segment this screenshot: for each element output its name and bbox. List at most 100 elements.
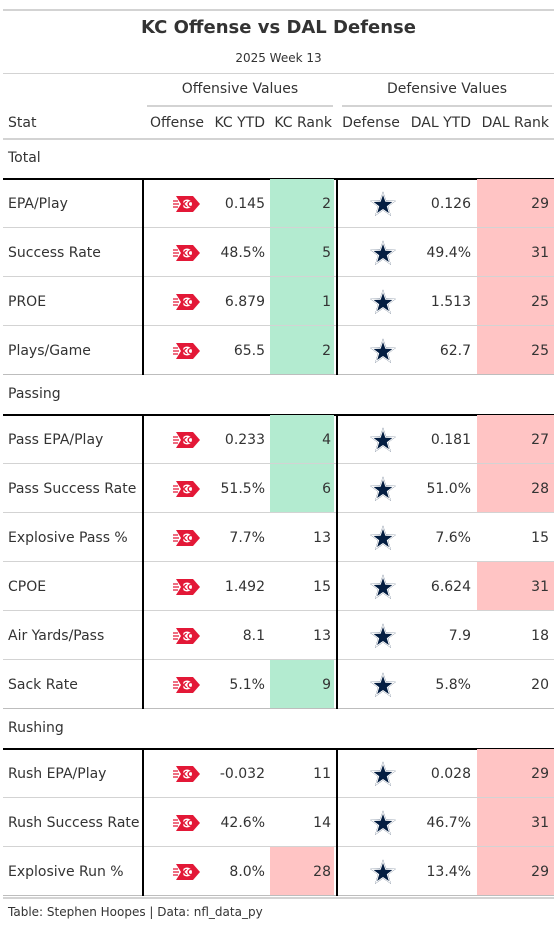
svg-text:KC: KC [181, 249, 193, 258]
chiefs-logo-icon: KC [173, 195, 200, 212]
group-label: Total [8, 150, 41, 166]
offense-block-rule [142, 414, 144, 709]
kc-ytd-value: 65.5 [233, 342, 265, 359]
kc-rank-fill [270, 464, 334, 513]
chiefs-logo-icon: KC [173, 431, 200, 448]
kc-rank-fill [270, 415, 334, 464]
row-divider [3, 512, 554, 513]
source-caption: Table: Stephen Hoopes | Data: nfl_data_p… [8, 905, 263, 919]
dal-ytd-value: 0.126 [430, 195, 471, 212]
kc-ytd-value: 8.1 [242, 627, 265, 644]
stat-label: Explosive Run % [8, 863, 124, 880]
dal-ytd-value: 13.4% [426, 863, 471, 880]
row-divider [3, 797, 554, 798]
svg-text:KC: KC [181, 200, 193, 209]
column-header-stat: Stat [8, 115, 37, 131]
kc-rank-value: 1 [322, 293, 331, 310]
dal-rank-fill [477, 562, 554, 611]
kc-ytd-value: 8.0% [229, 863, 265, 880]
cowboys-star-icon [370, 810, 396, 835]
kc-rank-value: 2 [322, 342, 331, 359]
top-border [3, 9, 554, 11]
stat-label: Pass EPA/Play [8, 431, 104, 448]
kc-ytd-value: 48.5% [220, 244, 265, 261]
column-header-defense: Defense [342, 115, 400, 131]
cowboys-star-icon [370, 525, 396, 550]
table-title: KC Offense vs DAL Defense [141, 17, 416, 38]
stat-label: Plays/Game [8, 342, 91, 359]
stat-label: Rush Success Rate [8, 814, 140, 831]
row-divider [3, 374, 554, 375]
spanner-underline-offense [147, 105, 333, 107]
defense-block-rule [336, 748, 338, 896]
kc-rank-value: 9 [322, 676, 331, 693]
cowboys-star-icon [370, 289, 396, 314]
column-header-dal-rank: DAL Rank [481, 115, 549, 131]
kc-rank-value: 13 [313, 627, 331, 644]
dal-rank-fill [477, 326, 554, 375]
dal-ytd-value: 0.028 [430, 765, 471, 782]
chiefs-logo-icon: KC [173, 244, 200, 261]
chiefs-logo-icon: KC [173, 342, 200, 359]
dal-rank-value: 29 [531, 863, 549, 880]
kc-ytd-value: 51.5% [220, 480, 265, 497]
kc-rank-value: 13 [313, 529, 331, 546]
kc-rank-value: 15 [313, 578, 331, 595]
kc-ytd-value: 0.145 [224, 195, 265, 212]
row-divider [3, 227, 554, 228]
dal-rank-value: 25 [531, 342, 549, 359]
cowboys-star-icon [370, 672, 396, 697]
kc-ytd-value: -0.032 [219, 765, 265, 782]
svg-text:KC: KC [181, 583, 193, 592]
dal-rank-fill [477, 415, 554, 464]
kc-rank-fill [270, 847, 334, 896]
kc-rank-value: 2 [322, 195, 331, 212]
stat-label: Pass Success Rate [8, 480, 137, 497]
dal-rank-value: 25 [531, 293, 549, 310]
dal-ytd-value: 51.0% [426, 480, 471, 497]
dal-ytd-value: 62.7 [439, 342, 471, 359]
cowboys-star-icon [370, 191, 396, 216]
dal-rank-fill [477, 464, 554, 513]
dal-rank-fill [477, 798, 554, 847]
dal-rank-value: 29 [531, 195, 549, 212]
column-header-kc-ytd: KC YTD [214, 115, 265, 131]
chiefs-logo-icon: KC [173, 578, 200, 595]
column-header-offense: Offense [149, 115, 205, 131]
dal-rank-fill [477, 847, 554, 896]
chiefs-logo-icon: KC [173, 814, 200, 831]
stat-label: CPOE [8, 578, 47, 595]
kc-ytd-value: 5.1% [229, 676, 265, 693]
dal-rank-value: 27 [531, 431, 549, 448]
dal-ytd-value: 7.9 [448, 627, 471, 644]
group-label: Passing [8, 386, 61, 402]
kc-ytd-value: 7.7% [229, 529, 265, 546]
svg-text:KC: KC [181, 347, 193, 356]
bottom-border [3, 897, 554, 899]
kc-rank-value: 6 [322, 480, 331, 497]
dal-rank-fill [477, 277, 554, 326]
dal-rank-fill [477, 228, 554, 277]
kc-rank-fill [270, 660, 334, 709]
dal-rank-fill [477, 749, 554, 798]
cowboys-star-icon [370, 859, 396, 884]
chiefs-logo-icon: KC [173, 529, 200, 546]
kc-rank-value: 11 [313, 765, 331, 782]
stat-label: PROE [8, 293, 47, 310]
dal-rank-fill [477, 179, 554, 228]
stat-label: EPA/Play [8, 195, 68, 212]
dal-ytd-value: 0.181 [430, 431, 471, 448]
header-divider [3, 138, 554, 140]
kc-ytd-value: 42.6% [220, 814, 265, 831]
kc-rank-fill [270, 179, 334, 228]
offense-block-rule [142, 748, 144, 896]
kc-ytd-value: 6.879 [224, 293, 265, 310]
cowboys-star-icon [370, 574, 396, 599]
stat-label: Explosive Pass % [8, 529, 128, 546]
cowboys-star-icon [370, 338, 396, 363]
column-header-kc-rank: KC Rank [274, 115, 332, 131]
group-top-rule [3, 748, 554, 750]
stat-label: Success Rate [8, 244, 101, 261]
defense-block-rule [336, 414, 338, 709]
